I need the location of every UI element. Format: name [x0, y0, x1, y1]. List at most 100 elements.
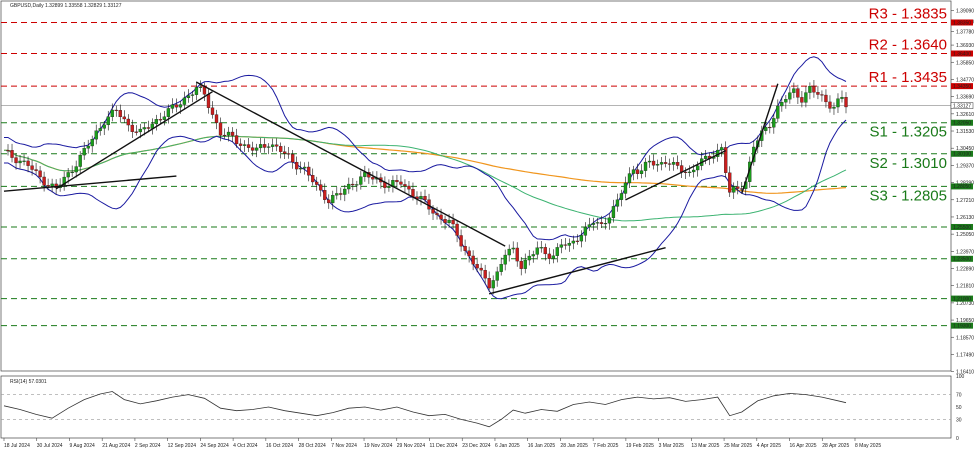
candle-body [142, 127, 146, 130]
candle-body [363, 172, 367, 177]
candle-body [463, 246, 467, 251]
candle-body [102, 124, 106, 129]
candle-body [287, 153, 291, 155]
candle-body [307, 166, 311, 176]
x-tick-label: 4 Apr 2025 [757, 443, 781, 449]
candle-body [832, 106, 836, 109]
level-axis-tag [951, 183, 973, 190]
candle-body [170, 104, 175, 109]
candle-body [270, 144, 275, 147]
candle-body [659, 162, 664, 165]
candle-body [70, 171, 74, 174]
candle-body [563, 244, 567, 246]
candle-body [736, 186, 740, 189]
candle-body [242, 144, 247, 146]
candle-body [539, 247, 543, 249]
candle-body [479, 267, 483, 271]
candle-body [154, 119, 159, 125]
candle-body [234, 135, 239, 145]
candle-body [274, 144, 279, 147]
candle-body [347, 183, 351, 190]
candle-body [359, 176, 363, 185]
price-tick-label: 1.35850 [956, 60, 974, 66]
candle-body [796, 88, 800, 98]
candle-body [776, 105, 780, 119]
candle-body [551, 255, 555, 259]
candle-body [387, 185, 391, 188]
price-tick-label: 1.26130 [956, 215, 974, 221]
x-tick-label: 12 Sep 2024 [168, 443, 197, 449]
x-tick-label: 8 May 2025 [855, 443, 881, 449]
candle-body [615, 199, 620, 207]
candle-body [804, 92, 808, 103]
trendline-support-2 [55, 91, 213, 190]
candle-body [106, 116, 110, 126]
price-tick-label: 1.30450 [956, 146, 974, 152]
x-tick-label: 29 Nov 2024 [397, 443, 426, 449]
candle-body [14, 157, 18, 164]
rsi-tick-label: 100 [956, 374, 965, 380]
candle-body [728, 172, 732, 193]
candle-body [38, 170, 42, 178]
rsi-tick-label: 30 [956, 417, 962, 423]
candle-body [443, 219, 447, 224]
candle-body [230, 131, 235, 136]
level-axis-label: 1.38350 [953, 20, 971, 26]
candle-body [816, 92, 820, 95]
candle-body [158, 119, 163, 121]
level-label-r1: R1 - 1.3435 [869, 69, 947, 86]
candle-body [266, 146, 271, 148]
candle-body [226, 131, 231, 136]
candle-body [627, 173, 632, 184]
x-tick-label: 11 Dec 2024 [430, 443, 458, 449]
candle-body [535, 247, 539, 255]
candle-body [828, 101, 832, 109]
candle-body [647, 160, 652, 163]
level-axis-label: 1.36400 [953, 51, 971, 57]
trendline-support-3 [488, 246, 666, 295]
candle-body [355, 184, 359, 186]
candle-body [74, 166, 78, 173]
candle-body [571, 240, 576, 244]
candle-body [808, 85, 812, 93]
candle-body [399, 181, 403, 185]
candle-body [483, 270, 487, 279]
candle-body [651, 160, 656, 166]
level-axis-tag [951, 50, 973, 57]
candle-body [182, 97, 187, 105]
candle-body [190, 94, 195, 96]
candle-body [371, 177, 375, 180]
candle-body [42, 176, 46, 186]
candle-body [639, 170, 644, 174]
rsi-panel: 18 Jul 2024 30 Jul 2024 9 Aug 2024 21 Aug 2… [0, 374, 965, 449]
rsi-tick-label: 50 [956, 405, 962, 411]
candle-body [836, 98, 840, 108]
price-tick-label: 1.17490 [956, 352, 974, 358]
candle-body [339, 193, 343, 195]
candle-body [50, 183, 54, 187]
candle-body [788, 92, 792, 100]
level-axis-tag [951, 223, 973, 230]
candle-body [22, 160, 26, 162]
candle-body [122, 116, 126, 120]
ma-100-line [4, 135, 847, 222]
candle-body [487, 278, 491, 289]
x-tick-label: 28 Jan 2025 [560, 443, 588, 449]
price-tick-label: 1.22890 [956, 267, 974, 273]
x-tick-label: 4 Oct 2024 [233, 443, 258, 449]
candle-body [419, 196, 423, 199]
x-tick-label: 6 Jan 2025 [495, 443, 520, 449]
candle-body [695, 165, 700, 171]
candle-body [186, 95, 191, 99]
candle-body [471, 255, 475, 265]
price-tick-label: 1.36930 [956, 43, 974, 49]
candle-body [764, 126, 768, 131]
candle-body [222, 134, 227, 137]
candle-body [607, 217, 612, 224]
x-tick-label: 13 Mar 2025 [691, 443, 719, 449]
candle-body [30, 165, 34, 170]
x-tick-label: 16 Jan 2025 [528, 443, 556, 449]
candle-body [555, 247, 559, 256]
candle-body [519, 260, 523, 269]
price-tick-label: 1.20730 [956, 301, 974, 307]
